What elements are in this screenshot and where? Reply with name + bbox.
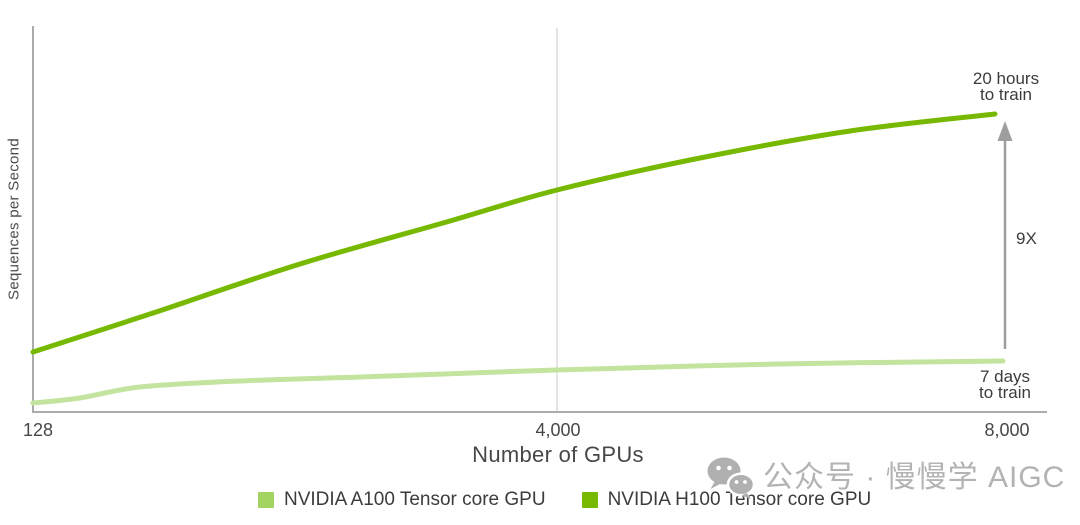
legend: NVIDIA A100 Tensor core GPU NVIDIA H100 …	[258, 489, 871, 511]
a100-annotation-line2: to train	[979, 383, 1031, 402]
speedup-label: 9X	[1016, 229, 1037, 248]
h100-annotation-line2: to train	[980, 85, 1032, 104]
watermark: 公众号 · 慢慢学 AIGC	[704, 456, 1065, 500]
x-tick-128: 128	[22, 420, 54, 440]
a100-swatch	[258, 492, 274, 508]
h100-swatch	[581, 492, 598, 508]
wechat-icon	[707, 457, 756, 499]
x-tick-8000: 8,000	[984, 420, 1030, 440]
watermark-text: 公众号 · 慢慢学 AIGC	[763, 461, 1066, 494]
y-axis-label: Sequences per Second	[5, 138, 23, 300]
legend-item-h100: NVIDIA H100 Tensor core GPU	[581, 489, 872, 511]
h100-series-line	[30, 111, 998, 355]
a100-series-line	[30, 358, 1006, 406]
a100-annotation-line1: 7 days	[979, 367, 1031, 386]
legend-item-a100: NVIDIA A100 Tensor core GPU	[258, 489, 546, 511]
a100-annotation: 7 days to train	[979, 367, 1031, 402]
legend-label-a100: NVIDIA A100 Tensor core GPU	[284, 489, 546, 510]
x-tick-4000: 4,000	[535, 420, 581, 440]
speedup-arrow	[997, 121, 1013, 349]
h100-annotation: 20 hours to train	[972, 69, 1040, 104]
legend-label-h100: NVIDIA H100 Tensor core GPU	[607, 489, 872, 510]
x-axis-title: Number of GPUs	[472, 442, 644, 467]
h100-annotation-line1: 20 hours	[972, 69, 1040, 88]
